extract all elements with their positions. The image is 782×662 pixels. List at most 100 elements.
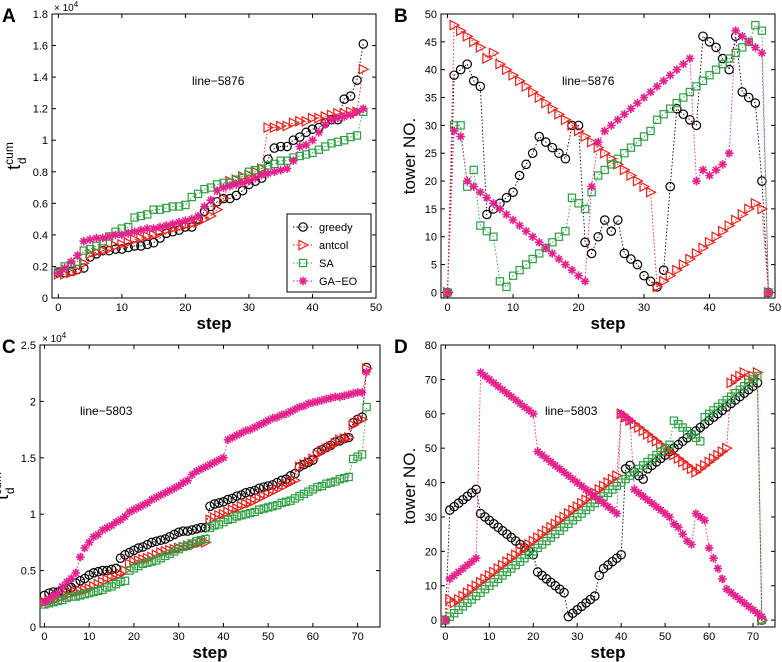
data-point [152, 556, 161, 565]
data-point [616, 549, 626, 560]
data-point [241, 426, 251, 435]
x-tick-label: 60 [703, 631, 715, 643]
data-point [238, 178, 247, 188]
data-point [301, 115, 313, 127]
data-point [590, 492, 600, 501]
data-point [49, 591, 58, 600]
data-point [507, 392, 516, 401]
data-point [647, 498, 657, 508]
data-point [169, 529, 180, 540]
data-point [80, 543, 89, 553]
data-point [449, 126, 459, 136]
data-point [344, 390, 353, 399]
data-point [152, 493, 161, 502]
data-point [353, 452, 362, 461]
y-tick-label: 10 [425, 581, 437, 593]
data-point [129, 545, 139, 556]
y-tick-label: 1.8 [33, 9, 48, 21]
data-point [620, 149, 629, 158]
data-point [696, 512, 705, 522]
data-point [573, 125, 585, 137]
data-point [580, 130, 592, 143]
data-point [193, 189, 203, 199]
data-point [613, 154, 623, 163]
data-point [599, 498, 608, 508]
data-point [750, 197, 762, 209]
data-point [671, 103, 682, 114]
data-point [290, 494, 300, 503]
data-point [295, 491, 304, 501]
data-point [600, 126, 609, 136]
data-point [149, 205, 158, 214]
data-point [206, 195, 216, 205]
data-point [475, 81, 486, 92]
data-point [326, 478, 335, 487]
data-point [345, 91, 356, 101]
data-point [443, 288, 452, 297]
y-tick-label: 1.2 [33, 104, 48, 116]
data-point [445, 574, 455, 584]
data-point [691, 509, 701, 518]
data-point [537, 450, 547, 460]
data-point [136, 211, 146, 221]
data-point [136, 241, 146, 251]
data-point [608, 505, 617, 515]
data-point [705, 171, 714, 180]
data-point [606, 226, 617, 236]
data-point [71, 592, 80, 601]
data-point [482, 52, 494, 65]
data-point [346, 132, 355, 142]
data-point [480, 371, 490, 381]
data-point [228, 514, 237, 523]
data-point [187, 470, 197, 479]
data-point [735, 595, 745, 604]
x-tick-label: 50 [370, 302, 382, 314]
y-axis-label: tcumd [0, 472, 17, 500]
data-point [268, 502, 277, 511]
data-point [626, 254, 636, 264]
data-point [92, 233, 101, 243]
data-point [269, 143, 280, 153]
data-point [125, 566, 134, 575]
data-point [187, 214, 197, 224]
y-tick-label: 35 [425, 93, 437, 105]
y-tick-label: 1.4 [33, 72, 48, 84]
data-point [656, 505, 665, 515]
data-point [744, 602, 753, 611]
data-point [469, 36, 481, 48]
data-point [205, 460, 215, 469]
panel-d: D 0 10 20 30 40 50 60 70 0 10 20 30 40 50 60 70 80 step tow… [394, 337, 776, 662]
data-point [223, 494, 233, 505]
data-point [711, 165, 721, 175]
data-point [276, 120, 288, 132]
y-tick-label: 1 [30, 509, 36, 521]
data-point [731, 591, 740, 601]
data-point [84, 538, 94, 547]
data-point [529, 409, 538, 419]
data-point [482, 226, 492, 236]
x-tick-label: 40 [615, 631, 627, 643]
data-point [255, 505, 264, 514]
data-point [573, 120, 584, 131]
data-point [116, 515, 125, 525]
data-point [206, 210, 218, 222]
data-point [456, 25, 467, 37]
series-line [447, 35, 769, 293]
data-point [731, 26, 740, 35]
x-tick-label: 20 [527, 631, 539, 643]
data-point [455, 64, 466, 75]
series-sa [441, 371, 767, 625]
data-point [554, 254, 564, 264]
data-point [286, 407, 295, 416]
data-point [40, 597, 49, 607]
data-point [161, 488, 170, 498]
data-point [619, 164, 631, 176]
x-axis-label: step [591, 314, 626, 333]
legend-label: SA [319, 258, 334, 270]
data-point [586, 488, 595, 498]
data-point [603, 502, 613, 511]
data-point [581, 485, 591, 494]
data-point [685, 115, 695, 125]
y-scale-label: × 104 [42, 331, 67, 345]
data-point [201, 534, 210, 544]
